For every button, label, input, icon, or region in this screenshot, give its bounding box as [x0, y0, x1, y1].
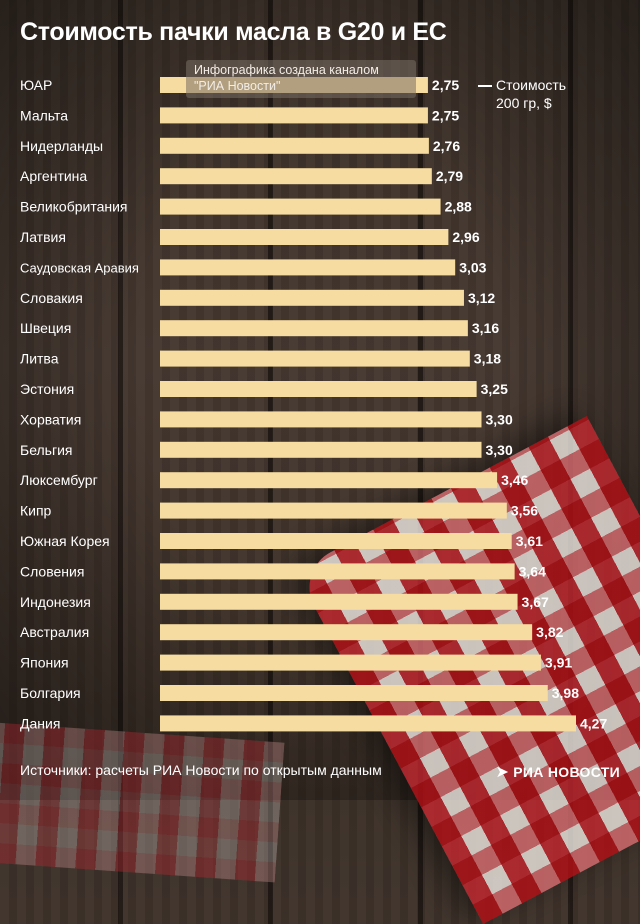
value-label: 3,03 — [459, 259, 486, 275]
page-title: Стоимость пачки масла в G20 и ЕС — [20, 18, 447, 46]
value-label: 3,30 — [485, 442, 512, 458]
legend-line-1: Стоимость — [496, 77, 567, 93]
value-label: 3,98 — [552, 685, 579, 701]
bar — [160, 350, 470, 367]
value-label: 3,64 — [519, 563, 546, 579]
value-label: 2,76 — [433, 138, 460, 154]
bar-chart: ЮАР 2,75 Мальта 2,75 Нидерланды 2,76 Аргентина… — [20, 77, 607, 732]
category-label: Латвия — [20, 229, 66, 245]
category-label: Дания — [20, 715, 60, 731]
value-label: 2,75 — [432, 77, 459, 93]
category-label: Бельгия — [20, 442, 72, 458]
value-label: 3,16 — [472, 320, 499, 336]
bar — [160, 685, 548, 701]
value-label: 2,88 — [445, 199, 472, 215]
bar — [160, 563, 515, 580]
value-label: 3,91 — [545, 655, 572, 671]
value-label: 3,12 — [468, 290, 495, 306]
category-label: Мальта — [20, 107, 68, 123]
category-label: Люксембург — [20, 472, 98, 488]
credit-line-1: Инфографика создана каналом — [194, 63, 379, 77]
bar — [160, 502, 507, 519]
source-note: Источники: расчеты РИА Новости по открыт… — [20, 762, 382, 778]
category-label: Южная Корея — [20, 533, 110, 549]
logo-text: РИА НОВОСТИ — [513, 764, 620, 780]
bar — [160, 593, 518, 610]
bar — [160, 441, 482, 458]
credit-line-2: "РИА Новости" — [194, 79, 281, 93]
bar — [160, 533, 512, 549]
legend-connector-line — [478, 85, 492, 87]
ria-arrow-icon: ➤ — [495, 764, 510, 781]
bar — [160, 472, 498, 489]
category-label: Великобритания — [20, 199, 128, 215]
value-label: 3,56 — [511, 503, 538, 519]
category-label: Австралия — [20, 624, 89, 640]
value-label: 3,30 — [485, 411, 512, 427]
bar — [160, 289, 464, 306]
bar — [160, 411, 482, 428]
category-label: Аргентина — [20, 168, 87, 184]
value-label: 3,18 — [474, 351, 501, 367]
bar — [160, 168, 432, 185]
category-label: Япония — [20, 655, 69, 671]
category-label: Словения — [20, 563, 84, 579]
bar — [160, 137, 429, 154]
category-label: Хорватия — [20, 411, 81, 427]
bar — [160, 320, 468, 337]
category-label: Словакия — [20, 290, 83, 306]
category-label: Литва — [20, 351, 59, 367]
value-label: 3,61 — [516, 533, 543, 549]
bar — [160, 107, 428, 124]
bar — [160, 198, 441, 215]
ria-logo: ➤ РИА НОВОСТИ — [496, 762, 620, 782]
category-label: Индонезия — [20, 594, 91, 610]
value-label: 3,82 — [536, 624, 563, 640]
category-label: Эстония — [20, 381, 74, 397]
value-label: 3,67 — [522, 594, 549, 610]
category-label: Нидерланды — [20, 138, 103, 154]
category-label: ЮАР — [20, 77, 52, 93]
bar — [160, 624, 533, 641]
bar — [160, 381, 477, 397]
category-label: Болгария — [20, 685, 81, 701]
value-label: 2,75 — [432, 107, 459, 123]
bar — [160, 654, 541, 671]
credit-watermark: Инфографика создана каналом "РИА Новости… — [186, 60, 416, 98]
value-label: 3,25 — [481, 381, 508, 397]
category-label: Саудовская Аравия — [20, 260, 139, 275]
value-label: 3,46 — [501, 472, 528, 488]
category-label: Кипр — [20, 503, 52, 519]
legend-text: Стоимость 200 гр, $ — [496, 76, 636, 112]
category-label: Швеция — [20, 320, 71, 336]
value-label: 2,96 — [452, 229, 479, 245]
bar — [160, 229, 449, 245]
value-label: 4,27 — [580, 715, 607, 731]
value-label: 2,79 — [436, 168, 463, 184]
bar — [160, 715, 576, 732]
bar — [160, 259, 456, 276]
legend-line-2: 200 гр, $ — [496, 95, 552, 111]
